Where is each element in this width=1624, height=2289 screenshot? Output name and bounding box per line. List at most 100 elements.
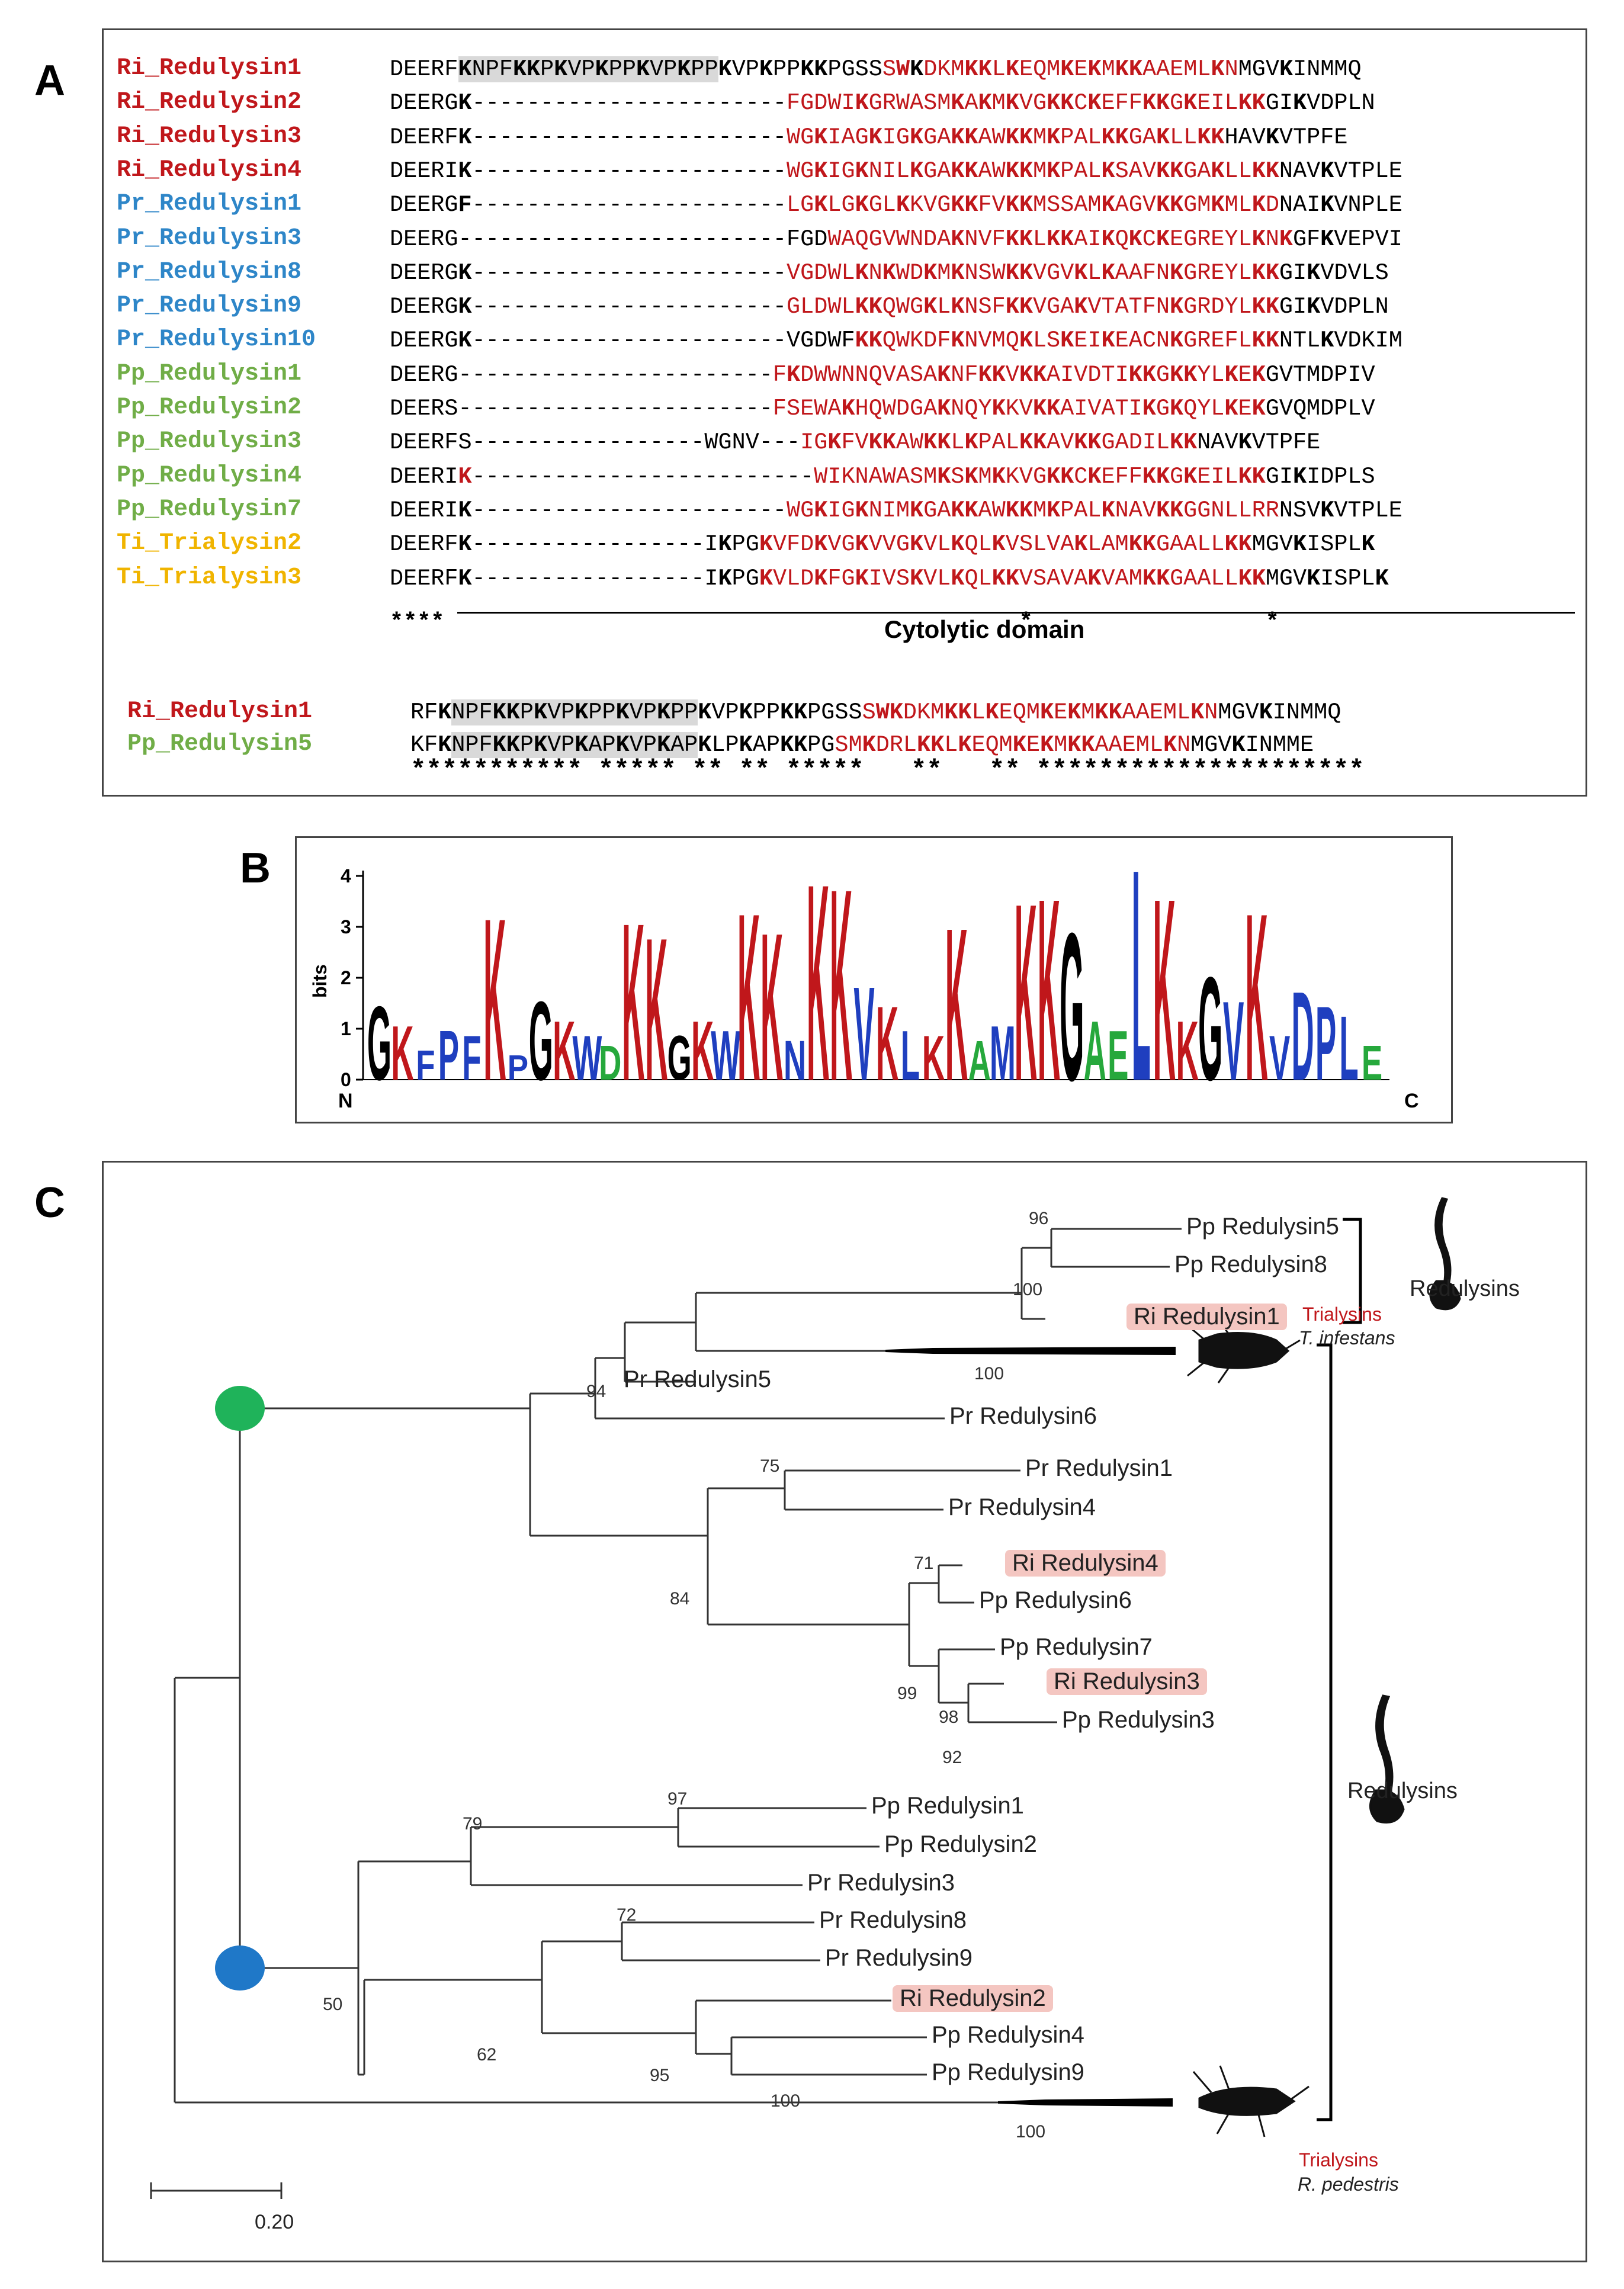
logo-letter: V xyxy=(1269,1023,1290,1093)
alignment-row-2-sequence: KFKNPFKKPKVPKAPKVPKAPKLPKAPKKPGSMKDRLKKL… xyxy=(410,732,1314,758)
alignment-row-name: Pp_Redulysin3 xyxy=(117,428,302,455)
tree-leaf-label: Ri Redulysin1 xyxy=(1126,1304,1287,1330)
logo-letter: D xyxy=(599,1035,621,1090)
alignment-row-name: Pr_Redulysin8 xyxy=(117,258,302,285)
mosquito-silhouette-mid-body xyxy=(1369,1789,1405,1824)
tree-leaf-label: Pp Redulysin7 xyxy=(1000,1634,1153,1660)
logo-y-tick-label: 2 xyxy=(341,967,351,988)
alignment-row-sequence: DEERIK-------------------------WIKNAWASM… xyxy=(390,463,1375,490)
logo-letter: E xyxy=(1362,1035,1382,1090)
alignment-row-sequence: DEERIK-----------------------WGKIGKNILKG… xyxy=(390,158,1402,184)
tree-leaf-label: Pr Redulysin1 xyxy=(1025,1455,1173,1481)
alignment-row-name: Ri_Redulysin4 xyxy=(117,156,302,184)
bootstrap-value: 72 xyxy=(617,1905,637,1925)
phylogenetic-tree xyxy=(150,1197,1461,2199)
logo-letter: G xyxy=(367,984,391,1102)
alignment-row-2-sequence: RFKNPFKKPKVPKPPKVPKPPKVPKPPKKPGSSSWKDKMK… xyxy=(410,699,1341,725)
trialysin-branch xyxy=(998,2098,1173,2107)
bootstrap-value: 71 xyxy=(914,1553,934,1573)
logo-letter: V xyxy=(853,959,874,1108)
logo-letter: K xyxy=(1176,1003,1199,1097)
logo-letter: K xyxy=(945,882,968,1122)
blue-node-marker xyxy=(215,1946,265,1991)
logo-letter: G xyxy=(667,1023,692,1093)
bootstrap-value: 100 xyxy=(1013,1280,1043,1299)
logo-letter: K xyxy=(622,877,644,1122)
alignment-row-sequence: DEERIK-----------------------WGKIGKNIMKG… xyxy=(390,497,1402,524)
logo-letter: A xyxy=(968,1029,991,1092)
logo-letter: N xyxy=(784,1029,806,1092)
logo-letter: F xyxy=(416,1042,435,1089)
logo-letter: W xyxy=(572,1023,602,1093)
bootstrap-value: 98 xyxy=(939,1707,959,1727)
alignment-row-sequence: DEERFS-----------------WGNV---IGKFVKKAWK… xyxy=(390,429,1321,456)
logo-letter: K xyxy=(645,896,667,1122)
green-node-marker xyxy=(215,1386,265,1431)
redulysins-bracket-main xyxy=(1317,1343,1333,2121)
alignment-row-name: Ti_Trialysin2 xyxy=(117,530,302,557)
logo-c-terminus: C xyxy=(1404,1090,1419,1112)
trialysins-label-top: Trialysins xyxy=(1302,1304,1382,1325)
alignment-row-name: Pr_Redulysin1 xyxy=(117,191,302,218)
logo-letter: V xyxy=(1223,978,1244,1104)
redulysins-label-top: Redulysins xyxy=(1410,1276,1520,1301)
bootstrap-value: 75 xyxy=(760,1456,780,1476)
panel-label-b: B xyxy=(240,845,271,892)
alignment-row-2-name: Ri_Redulysin1 xyxy=(127,698,313,725)
t-infestans-label: T. infestans xyxy=(1299,1327,1395,1349)
tree-leaf-label: Pp Redulysin3 xyxy=(1062,1707,1215,1733)
logo-y-tick-label: 0 xyxy=(341,1069,351,1090)
logo-letter: G xyxy=(1198,947,1222,1112)
logo-letter: L xyxy=(1132,838,1151,1122)
tree-leaf-label: Pr Redulysin4 xyxy=(948,1494,1096,1520)
logo-letter: K xyxy=(1246,863,1268,1122)
bootstrap-value: 94 xyxy=(586,1382,606,1401)
logo-letter: L xyxy=(1339,998,1358,1099)
redulysins-bracket-top xyxy=(1343,1218,1362,1324)
logo-letter: K xyxy=(876,984,898,1102)
tree-leaf-label: Pp Redulysin9 xyxy=(932,2059,1084,2085)
logo-letter: K xyxy=(1038,845,1060,1122)
alignment-row-sequence: DEERGK-----------------------VGDWFKKQWKD… xyxy=(390,328,1402,354)
logo-letter: K xyxy=(737,863,760,1122)
tree-leaf-label: Pp Redulysin2 xyxy=(884,1831,1037,1857)
alignment-row-name: Ri_Redulysin2 xyxy=(117,89,302,116)
bean-bug-legs xyxy=(1192,2065,1310,2137)
logo-letter: P xyxy=(1315,984,1336,1102)
alignment-panel: Ri_Redulysin1 DEERFKNPFKKPKVPKPPKVPKPPKVP… xyxy=(102,28,1587,797)
logo-y-tick-label: 1 xyxy=(341,1018,351,1039)
bean-bug-silhouette xyxy=(1198,2086,1296,2116)
tree-leaf-label: Pp Redulysin8 xyxy=(1174,1251,1327,1277)
logo-letter: A xyxy=(1084,1003,1106,1097)
alignment-rows: Ri_Redulysin1 DEERFKNPFKKPKVPKPPKVPKPPKVP… xyxy=(104,30,1586,795)
bootstrap-value: 84 xyxy=(670,1589,690,1609)
alignment-row-sequence: DEERGK-----------------------GLDWLKKQWGK… xyxy=(390,294,1389,320)
alignment-row-sequence: DEERGK-----------------------FGDWIKGRWAS… xyxy=(390,90,1375,117)
tree-leaf-label: Pp Redulysin5 xyxy=(1186,1213,1339,1240)
logo-letter: K xyxy=(391,1010,413,1096)
alignment-row-sequence: DEERG-----------------------FKDWWNNQVASA… xyxy=(390,361,1375,388)
consensus-line-2: *********** ***** ** ** ***** ** ** ****… xyxy=(410,756,1365,785)
tree-leaf-label: Pr Redulysin6 xyxy=(949,1403,1097,1429)
alignment-row-sequence: DEERFK-----------------IKPGKVFDKVGKVVGKV… xyxy=(390,531,1375,558)
tree-leaf-label: Pp Redulysin1 xyxy=(871,1793,1024,1819)
logo-y-tick-label: 4 xyxy=(341,865,351,887)
mosquito-silhouette-top xyxy=(1434,1197,1452,1288)
bootstrap-value: 99 xyxy=(897,1684,917,1703)
panel-label-c: C xyxy=(34,1179,65,1227)
alignment-row-sequence: DEERFK-----------------IKPGKVLDKFGKIVSKV… xyxy=(390,565,1389,592)
tree-leaf-label: Pp Redulysin4 xyxy=(932,2022,1084,2048)
logo-letter: K xyxy=(830,838,852,1122)
alignment-row-name: Pp_Redulysin1 xyxy=(117,360,302,387)
triatomine-silhouette xyxy=(1198,1332,1290,1369)
bootstrap-value: 50 xyxy=(323,1995,343,2014)
logo-letter: E xyxy=(1108,1017,1128,1095)
bootstrap-value: 96 xyxy=(1029,1209,1049,1228)
alignment-row-name: Pp_Redulysin7 xyxy=(117,496,302,523)
panel-label-a: A xyxy=(34,57,65,104)
logo-letter: D xyxy=(1291,965,1314,1106)
scale-bar-label: 0.20 xyxy=(255,2211,294,2233)
bootstrap-value: 95 xyxy=(650,2066,670,2085)
